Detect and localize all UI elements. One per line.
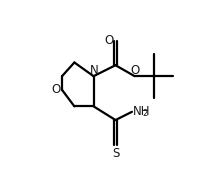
Text: S: S — [112, 147, 119, 160]
Text: NH: NH — [133, 105, 150, 118]
Text: N: N — [90, 64, 99, 77]
Text: O: O — [105, 34, 114, 47]
Text: O: O — [51, 83, 61, 96]
Text: 2: 2 — [142, 109, 147, 118]
Text: O: O — [130, 64, 139, 77]
